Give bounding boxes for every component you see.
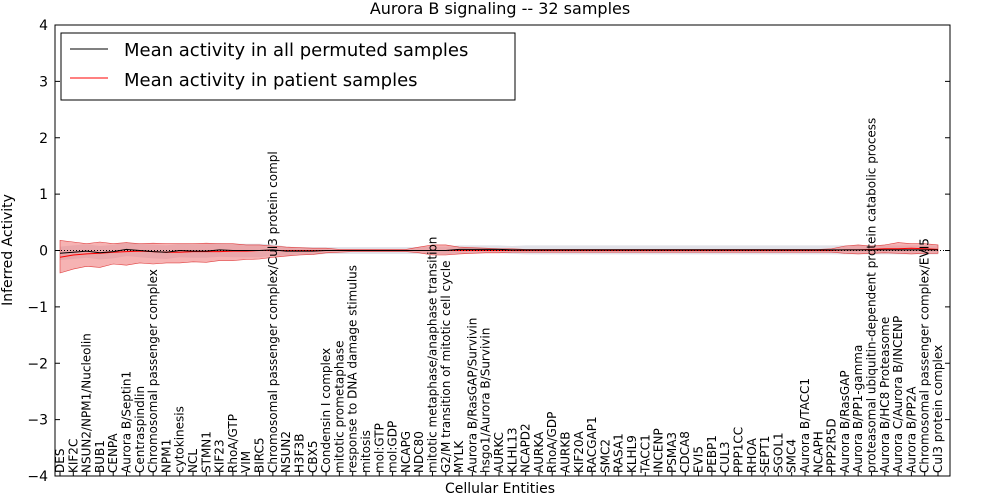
x-tick-label: NDC80 <box>412 431 426 473</box>
x-tick-label: KIF23 <box>213 439 227 473</box>
x-tick-label: Aurora C/Aurora B/INCENP <box>891 316 905 473</box>
x-tick-label: STMN1 <box>199 431 213 473</box>
x-tick-label: CDCA8 <box>678 431 692 473</box>
x-tick-label: SMC2 <box>598 439 612 473</box>
y-tick-label: 0 <box>39 244 48 260</box>
patient-band <box>59 240 939 274</box>
x-tick-label: NSUN2/NPM1/Nucleolin <box>80 333 94 473</box>
x-tick-label: SGOL1 <box>771 432 785 473</box>
y-tick-label: 1 <box>39 187 48 203</box>
x-tick-label: Chromosomal passenger complex/EVI5 <box>918 238 932 473</box>
x-tick-label: PEBP1 <box>705 435 719 473</box>
x-tick-label: mitotic prometaphase <box>332 341 346 474</box>
y-axis-ticks: −4 −3 −2 −1 0 1 2 3 4 <box>27 18 950 485</box>
x-tick-label: BUB1 <box>93 440 107 473</box>
x-tick-label: MYLK <box>452 440 466 473</box>
x-tick-label: NCL <box>186 449 200 473</box>
x-tick-label: Condensin I complex <box>319 348 333 473</box>
x-tick-label: mitotic metaphase/anaphase transition <box>426 237 440 473</box>
x-tick-label: Aurora B/TACC1 <box>798 378 812 473</box>
x-tick-label: CUL3 <box>718 442 732 473</box>
permuted-mean-line <box>59 248 938 254</box>
x-tick-label: AURKB <box>559 432 573 473</box>
x-tick-label: cytokinesis <box>173 406 187 473</box>
x-tick-label: KIF2C <box>66 439 80 473</box>
x-tick-label: Aurora B/HC8 Proteasome <box>878 317 892 473</box>
x-tick-label: KIF20A <box>572 430 586 473</box>
y-tick-label: 4 <box>39 18 48 34</box>
y-tick-label: 2 <box>39 131 48 147</box>
x-tick-labels: DES KIF2C NSUN2/NPM1/Nucleolin BUB1 CENPA Aur… <box>53 118 945 476</box>
x-tick-label: AURKC <box>492 432 506 473</box>
x-tick-label: mitosis <box>359 430 373 473</box>
x-tick-label: NCAPG <box>399 431 413 473</box>
x-tick-label: NCAPH <box>811 431 825 473</box>
x-tick-label: Aurora B/PP1-gamma <box>851 345 865 473</box>
legend-label-permuted: Mean activity in all permuted samples <box>124 40 468 61</box>
x-tick-label: Aurora B/Septin1 <box>120 371 134 473</box>
x-tick-label: VIM <box>239 451 253 473</box>
x-tick-label: RACGAP1 <box>585 416 599 473</box>
x-tick-label: hsgo1/Aurora B/Survivin <box>479 328 493 473</box>
x-tick-label: PSMA3 <box>665 432 679 473</box>
x-axis-label: Cellular Entities <box>445 481 555 497</box>
x-tick-label: INCENP <box>652 428 666 473</box>
x-tick-label: NSUN2 <box>279 431 293 473</box>
x-tick-label: proteasomal ubiquitin-dependent protein … <box>865 118 879 473</box>
x-tick-label: RhoA/GDP <box>545 412 559 473</box>
x-tick-label: PPP2R5D <box>825 418 839 473</box>
x-tick-label: KLHL13 <box>505 427 519 473</box>
x-tick-label: mol:GTP <box>372 423 386 473</box>
x-tick-label: mol:GDP <box>386 421 400 473</box>
y-tick-label: 3 <box>39 74 48 90</box>
legend: Mean activity in all permuted samples Me… <box>60 32 516 101</box>
x-tick-label: Cul3 protein complex <box>931 345 945 473</box>
y-tick-label: −2 <box>27 356 48 372</box>
x-tick-label: response to DNA damage stimulus <box>346 265 360 473</box>
x-tick-label: Chromosomal passenger complex/Cul3 prote… <box>266 151 280 473</box>
x-tick-label: Aurora B/RasGAP/Survivin <box>465 318 479 473</box>
x-tick-label: SEPT1 <box>758 436 772 473</box>
x-tick-label: RASA1 <box>612 433 626 473</box>
confidence-bands <box>59 240 939 274</box>
x-tick-label: EVI5 <box>692 446 706 473</box>
x-tick-label: CBX5 <box>306 441 320 473</box>
x-tick-label: AURKA <box>532 431 546 473</box>
x-tick-label: DES <box>53 449 67 473</box>
x-tick-label: G2/M transition of mitotic cell cycle <box>439 260 453 473</box>
x-tick-label: H3F3B <box>293 434 307 473</box>
x-tick-label: NPM1 <box>159 439 173 473</box>
y-tick-label: −1 <box>27 300 48 316</box>
x-tick-label: SMC4 <box>785 439 799 473</box>
x-tick-label: RHOA <box>745 437 759 473</box>
legend-box <box>60 32 516 101</box>
x-tick-label: RhoA/GTP <box>226 414 240 473</box>
legend-label-patient: Mean activity in patient samples <box>124 70 418 91</box>
x-tick-label: PPP1CC <box>732 427 746 473</box>
y-tick-label: −3 <box>27 413 48 429</box>
x-tick-label: TACC1 <box>638 434 652 474</box>
chart-title: Aurora B signaling -- 32 samples <box>370 0 630 18</box>
y-axis-label: Inferred Activity <box>0 194 16 306</box>
x-tick-label: Centraspindlin <box>133 386 147 473</box>
x-tick-label: Aurora B/RasGAP <box>838 370 852 473</box>
x-tick-label: NCAPD2 <box>519 423 533 473</box>
x-tick-label: Chromosomal passenger complex <box>146 269 160 473</box>
x-tick-label: KLHL9 <box>625 435 639 473</box>
x-tick-label: BIRC5 <box>253 437 267 473</box>
y-tick-label: −4 <box>27 469 48 485</box>
x-tick-label: CENPA <box>106 433 120 473</box>
x-tick-label: Aurora B/PP2A <box>904 386 918 473</box>
